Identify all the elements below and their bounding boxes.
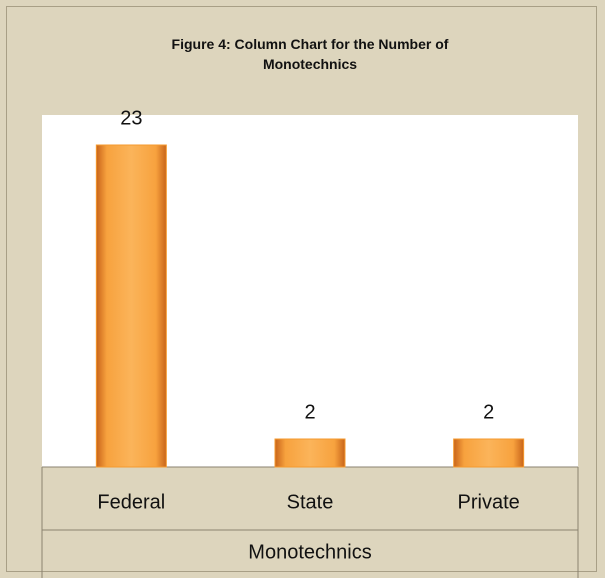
chart-title: Figure 4: Column Chart for the Number of…: [171, 36, 449, 72]
x-tick-label: Private: [458, 491, 520, 513]
x-tick-label: Federal: [97, 491, 165, 513]
data-label: 2: [483, 401, 494, 423]
x-axis-title: Monotechnics: [248, 541, 371, 563]
data-label: 23: [120, 107, 142, 129]
bar: [95, 144, 167, 468]
bar: [453, 438, 525, 468]
x-tick-label: State: [287, 491, 334, 513]
data-label: 2: [304, 401, 315, 423]
chart-frame: [6, 6, 597, 572]
bar: [274, 438, 346, 468]
